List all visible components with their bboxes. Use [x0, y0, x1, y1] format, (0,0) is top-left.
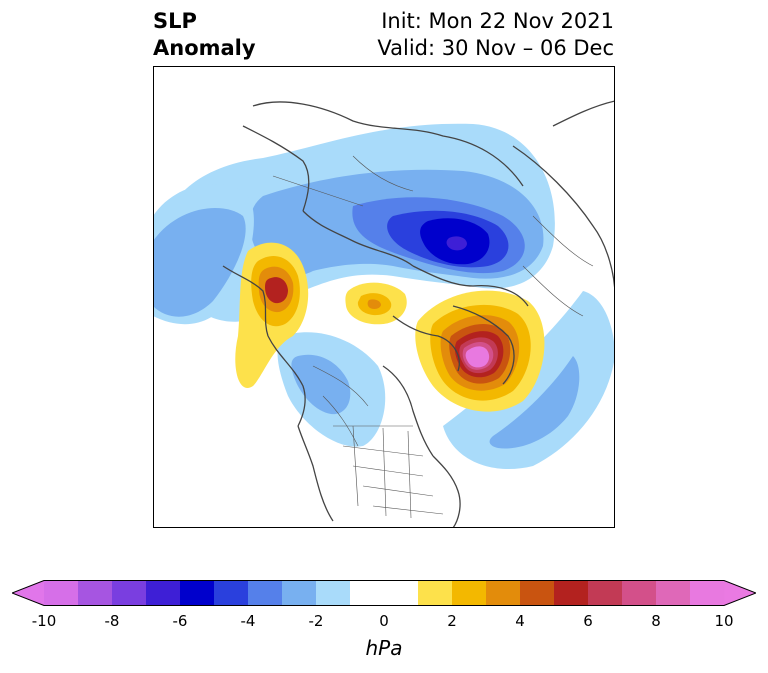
siberian-low-center — [446, 236, 467, 251]
colorbar-segment — [418, 580, 453, 606]
colorbar-segment — [214, 580, 249, 606]
colorbar-tick-label: 4 — [515, 612, 525, 630]
colorbar-segment — [78, 580, 113, 606]
colorbar-segment — [180, 580, 215, 606]
colorbar-segment — [452, 580, 487, 606]
colorbar-tick-label: -10 — [31, 612, 57, 630]
colorbar-max-arrow — [724, 580, 756, 606]
colorbar-tick-label: 2 — [447, 612, 457, 630]
colorbar-segment — [248, 580, 283, 606]
colorbar-outline — [12, 580, 756, 606]
title-variable: SLP — [153, 9, 197, 33]
valid-range: Valid: 30 Nov – 06 Dec — [377, 36, 614, 60]
init-date: Init: Mon 22 Nov 2021 — [381, 9, 614, 33]
colorbar-tick-label: -2 — [308, 612, 324, 630]
colorbar-segment — [384, 580, 419, 606]
slp-anomaly-map — [153, 66, 615, 528]
arctic-high-core — [367, 299, 381, 309]
colorbar-tick-label: -8 — [104, 612, 120, 630]
atlantic-low-2 — [489, 356, 580, 449]
colorbar-segment — [554, 580, 589, 606]
colorbar — [12, 580, 756, 606]
colorbar-segment — [316, 580, 351, 606]
positive-anomaly-regions — [235, 242, 545, 412]
country-borders — [272, 155, 594, 519]
colorbar-tick-label: -6 — [172, 612, 188, 630]
colorbar-segment — [282, 580, 317, 606]
colorbar-segment — [112, 580, 147, 606]
coastlines — [222, 100, 615, 528]
greenland-high-core — [465, 346, 490, 368]
canada-low-2 — [291, 354, 351, 415]
title-right: Init: Mon 22 Nov 2021 Valid: 30 Nov – 06… — [377, 8, 614, 62]
colorbar-segment — [656, 580, 691, 606]
title-anomaly: Anomaly — [153, 36, 256, 60]
colorbar-segment — [520, 580, 555, 606]
colorbar-segment — [588, 580, 623, 606]
alaska-high-core — [265, 277, 288, 304]
colorbar-segment — [146, 580, 181, 606]
colorbar-tick-label: 8 — [651, 612, 661, 630]
colorbar-segment — [486, 580, 521, 606]
pacific-low-west-2 — [153, 208, 246, 317]
colorbar-segment — [622, 580, 657, 606]
colorbar-tick-label: 6 — [583, 612, 593, 630]
colorbar-segment — [44, 580, 79, 606]
colorbar-segment — [350, 580, 385, 606]
colorbar-min-arrow — [12, 580, 44, 606]
colorbar-tick-label: -4 — [240, 612, 256, 630]
colorbar-segment — [690, 580, 725, 606]
colorbar-label: hPa — [365, 636, 403, 660]
colorbar-tick-label: 0 — [379, 612, 389, 630]
colorbar-ticks: -10 -8 -6 -4 -2 0 2 4 6 8 10 — [0, 612, 768, 632]
colorbar-tick-label: 10 — [714, 612, 734, 630]
title-left: SLP Anomaly — [153, 8, 256, 62]
